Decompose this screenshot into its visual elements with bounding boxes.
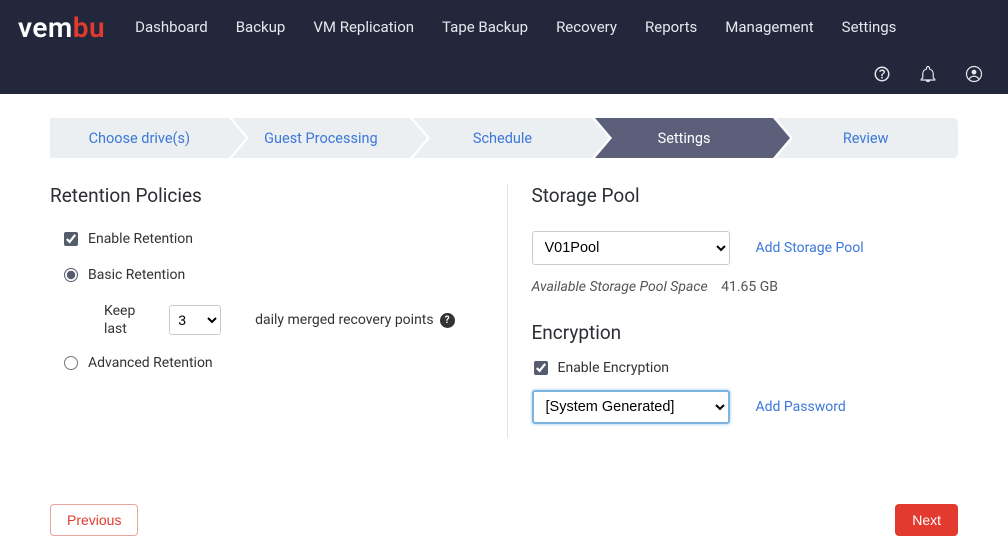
storage-column: Storage Pool V01Pool Add Storage Pool Av… <box>508 184 959 438</box>
nav-reports[interactable]: Reports <box>645 18 697 36</box>
wizard-footer: Previous Next <box>50 504 958 536</box>
enable-encryption-row: Enable Encryption <box>532 360 959 376</box>
storage-pool-row: V01Pool Add Storage Pool <box>532 231 959 265</box>
keep-last-select[interactable]: 3 <box>169 305 221 335</box>
available-space: Available Storage Pool Space 41.65 GB <box>532 279 959 295</box>
storage-title: Storage Pool <box>532 184 959 207</box>
nav-management[interactable]: Management <box>725 18 813 36</box>
available-space-label: Available Storage Pool Space <box>532 279 708 295</box>
brand-logo: vembu <box>18 11 105 44</box>
retention-title: Retention Policies <box>50 184 477 207</box>
enable-encryption-checkbox[interactable] <box>534 361 548 375</box>
step-label: Settings <box>658 130 711 147</box>
brand-right: bu <box>73 11 105 44</box>
step-choose-drives[interactable]: Choose drive(s) <box>50 118 229 158</box>
main-content: Retention Policies Enable Retention Basi… <box>50 184 958 438</box>
nav-vm-replication[interactable]: VM Replication <box>313 18 414 36</box>
step-label: Review <box>843 130 889 147</box>
enable-retention-label: Enable Retention <box>88 231 193 247</box>
enable-encryption-label: Enable Encryption <box>558 360 670 376</box>
enable-retention-checkbox[interactable] <box>64 232 78 246</box>
add-password-link[interactable]: Add Password <box>756 399 846 415</box>
enable-retention-row: Enable Retention <box>50 231 477 247</box>
step-schedule[interactable]: Schedule <box>413 118 592 158</box>
wizard-steps: Choose drive(s) Guest Processing Schedul… <box>50 118 958 158</box>
help-tooltip-icon[interactable]: ? <box>440 313 455 328</box>
top-bar-row-icons <box>18 54 990 94</box>
keep-last-row: Keep last 3 daily merged recovery points… <box>50 303 477 337</box>
storage-pool-select[interactable]: V01Pool <box>532 231 730 265</box>
previous-button[interactable]: Previous <box>50 504 138 536</box>
nav-settings[interactable]: Settings <box>842 18 897 36</box>
step-guest-processing[interactable]: Guest Processing <box>232 118 411 158</box>
available-space-value: 41.65 GB <box>721 279 778 295</box>
keep-label-2: last <box>104 321 157 337</box>
bell-icon[interactable] <box>918 64 938 84</box>
step-label: Schedule <box>473 130 532 147</box>
step-label: Choose drive(s) <box>89 130 190 147</box>
brand-left: vem <box>18 11 73 44</box>
nav-recovery[interactable]: Recovery <box>556 18 617 36</box>
nav-backup[interactable]: Backup <box>236 18 286 36</box>
advanced-retention-label: Advanced Retention <box>88 355 213 371</box>
step-review[interactable]: Review <box>776 118 955 158</box>
step-settings[interactable]: Settings <box>595 118 774 158</box>
retention-column: Retention Policies Enable Retention Basi… <box>50 184 508 438</box>
basic-retention-label: Basic Retention <box>88 267 185 283</box>
add-storage-pool-link[interactable]: Add Storage Pool <box>756 240 864 256</box>
advanced-retention-row: Advanced Retention <box>50 355 477 371</box>
encryption-title: Encryption <box>532 321 959 344</box>
help-icon[interactable] <box>872 64 892 84</box>
keep-after-label: daily merged recovery points <box>255 312 434 328</box>
advanced-retention-radio[interactable] <box>64 356 78 370</box>
top-bar: vembu Dashboard Backup VM Replication Ta… <box>0 0 1008 94</box>
step-label: Guest Processing <box>264 130 378 147</box>
encryption-select-row: [System Generated] Add Password <box>532 390 959 424</box>
user-icon[interactable] <box>964 64 984 84</box>
nav-dashboard[interactable]: Dashboard <box>135 18 208 36</box>
top-bar-row-main: vembu Dashboard Backup VM Replication Ta… <box>18 0 990 54</box>
basic-retention-radio[interactable] <box>64 268 78 282</box>
nav-tape-backup[interactable]: Tape Backup <box>442 18 528 36</box>
basic-retention-row: Basic Retention <box>50 267 477 283</box>
main-nav: Dashboard Backup VM Replication Tape Bac… <box>135 18 990 36</box>
keep-label-1: Keep <box>104 303 157 319</box>
encryption-select[interactable]: [System Generated] <box>532 390 730 424</box>
next-button[interactable]: Next <box>895 504 958 536</box>
